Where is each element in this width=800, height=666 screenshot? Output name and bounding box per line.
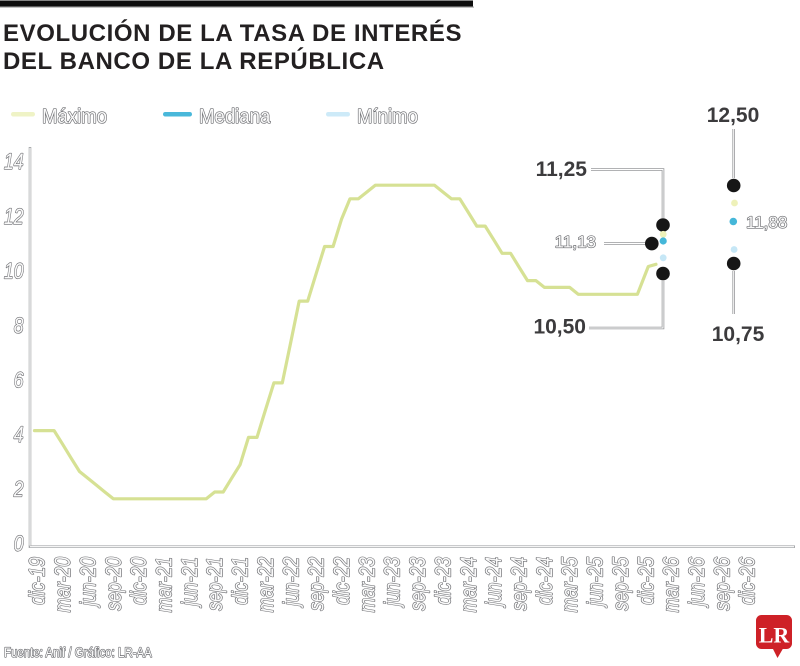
svg-text:mar-25: mar-25: [558, 556, 582, 612]
svg-text:sep-22: sep-22: [305, 557, 329, 611]
svg-text:EVOLUCIÓN DE LA TASA DE INTERÉ: EVOLUCIÓN DE LA TASA DE INTERÉS: [3, 19, 462, 47]
svg-text:Máximo: Máximo: [42, 106, 107, 128]
svg-text:11,88: 11,88: [746, 213, 787, 232]
svg-text:dic-20: dic-20: [127, 557, 151, 605]
svg-text:10,75: 10,75: [712, 323, 765, 346]
svg-text:mar-26: mar-26: [660, 556, 684, 612]
svg-text:11,25: 11,25: [536, 158, 588, 181]
svg-text:dic-26: dic-26: [736, 556, 760, 605]
svg-text:Mediana: Mediana: [199, 106, 271, 128]
svg-text:10: 10: [4, 260, 24, 284]
svg-text:LR: LR: [759, 623, 791, 648]
svg-text:jun-23: jun-23: [381, 557, 405, 609]
svg-text:12: 12: [4, 205, 24, 229]
svg-text:dic-24: dic-24: [533, 557, 557, 605]
svg-text:DEL BANCO DE LA REPÚBLICA: DEL BANCO DE LA REPÚBLICA: [3, 47, 385, 75]
svg-text:sep-25: sep-25: [609, 556, 633, 611]
svg-text:sep-23: sep-23: [406, 557, 430, 611]
svg-text:mar-21: mar-21: [153, 557, 177, 612]
svg-text:dic-22: dic-22: [330, 557, 354, 605]
svg-text:mar-20: mar-20: [51, 557, 75, 612]
svg-text:0: 0: [14, 532, 24, 556]
svg-text:mar-24: mar-24: [457, 557, 481, 612]
svg-text:mar-23: mar-23: [356, 557, 380, 612]
svg-text:14: 14: [4, 150, 24, 174]
svg-text:dic-19: dic-19: [26, 557, 50, 605]
svg-text:mar-22: mar-22: [254, 557, 278, 612]
svg-text:jun-24: jun-24: [482, 557, 506, 609]
svg-text:sep-21: sep-21: [203, 557, 227, 611]
svg-text:6: 6: [14, 369, 25, 393]
svg-text:Fuente: Anif / Gráfico: LR-AA: Fuente: Anif / Gráfico: LR-AA: [4, 645, 152, 660]
svg-text:sep-26: sep-26: [711, 556, 735, 611]
svg-text:dic-23: dic-23: [432, 557, 456, 605]
svg-text:11,13: 11,13: [555, 233, 596, 252]
svg-text:2: 2: [13, 478, 24, 502]
svg-text:4: 4: [14, 423, 24, 447]
svg-text:jun-25: jun-25: [584, 556, 608, 608]
svg-text:8: 8: [14, 314, 24, 338]
svg-text:dic-25: dic-25: [635, 556, 659, 605]
svg-text:jun-22: jun-22: [280, 557, 304, 609]
svg-text:jun-21: jun-21: [178, 557, 202, 609]
svg-text:Mínimo: Mínimo: [357, 106, 418, 128]
svg-text:jun-26: jun-26: [685, 556, 709, 608]
svg-text:10,50: 10,50: [533, 316, 586, 339]
svg-text:12,50: 12,50: [707, 104, 760, 127]
svg-text:sep-20: sep-20: [102, 557, 126, 611]
svg-text:sep-24: sep-24: [508, 557, 532, 611]
svg-text:jun-20: jun-20: [77, 557, 101, 609]
svg-text:dic-21: dic-21: [229, 557, 253, 605]
